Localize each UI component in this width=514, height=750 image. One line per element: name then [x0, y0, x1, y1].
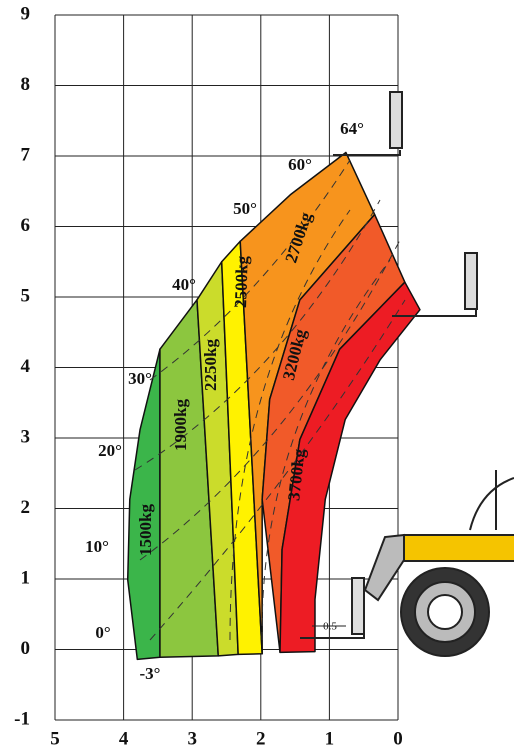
x-tick-label: 5	[50, 728, 60, 749]
y-tick-label: 4	[21, 356, 31, 377]
y-tick-label: 2	[21, 497, 31, 518]
boom	[404, 535, 514, 561]
angle-label: 60°	[288, 155, 312, 174]
y-tick-label: 0	[21, 638, 31, 659]
zone-label: 1500kg	[136, 504, 155, 556]
x-tick-label: 1	[325, 728, 335, 749]
load-chart: 5 4 3 2 1 0 -1 0 1 2 3 4 5 6 7 8 9 1500kg 1900kg 2250kg 2500…	[0, 0, 514, 750]
x-tick-label: 3	[187, 728, 197, 749]
cab	[470, 478, 514, 530]
zone-label: 1900kg	[171, 399, 190, 451]
fork-carriage	[465, 253, 477, 309]
x-tick-label: 2	[256, 728, 266, 749]
angle-label: -3°	[140, 664, 161, 683]
zone-label: 2250kg	[201, 339, 220, 391]
y-tick-label: 6	[21, 215, 31, 236]
angle-label: 20°	[98, 441, 122, 460]
angle-label: 10°	[85, 537, 109, 556]
y-tick-label: 3	[21, 426, 31, 447]
page: {"chart_data": { "type": "load-chart", "…	[0, 0, 514, 750]
y-tick-label: 1	[21, 567, 31, 588]
offset-label: 0.5	[323, 621, 337, 633]
hub	[428, 595, 462, 629]
x-tick-label: 4	[119, 728, 129, 749]
y-tick-label: 5	[21, 285, 31, 306]
angle-label: 50°	[233, 199, 257, 218]
angle-label: 0°	[95, 623, 110, 642]
angle-label: 30°	[128, 369, 152, 388]
angle-label: 64°	[340, 119, 364, 138]
y-tick-label: 8	[21, 74, 31, 95]
fork-carriage	[390, 92, 402, 148]
zone-label: 2500kg	[231, 255, 252, 308]
y-tick-label: 7	[21, 144, 31, 165]
x-tick-label: 0	[393, 728, 403, 749]
fork-carriage	[352, 578, 364, 634]
angle-label: 40°	[172, 275, 196, 294]
y-tick-label: -1	[14, 708, 30, 729]
fork	[333, 150, 400, 155]
y-tick-label: 9	[21, 3, 31, 24]
